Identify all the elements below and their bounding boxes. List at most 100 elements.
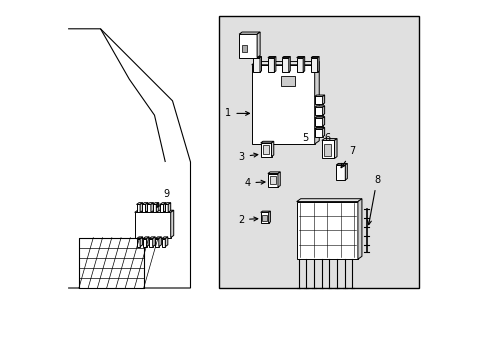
FancyBboxPatch shape xyxy=(136,204,140,212)
Polygon shape xyxy=(296,57,304,58)
Polygon shape xyxy=(156,203,159,212)
Polygon shape xyxy=(277,172,280,187)
FancyBboxPatch shape xyxy=(314,118,322,126)
Polygon shape xyxy=(310,57,319,58)
FancyBboxPatch shape xyxy=(314,129,322,137)
Text: 2: 2 xyxy=(237,215,257,225)
Polygon shape xyxy=(322,117,324,126)
Polygon shape xyxy=(134,210,173,212)
Polygon shape xyxy=(314,127,324,129)
FancyBboxPatch shape xyxy=(142,239,146,247)
Polygon shape xyxy=(271,141,273,157)
FancyBboxPatch shape xyxy=(321,140,334,158)
Polygon shape xyxy=(155,237,161,239)
FancyBboxPatch shape xyxy=(314,96,322,104)
Polygon shape xyxy=(267,57,275,58)
Polygon shape xyxy=(260,141,273,143)
Polygon shape xyxy=(314,106,324,107)
Polygon shape xyxy=(257,32,260,58)
Polygon shape xyxy=(159,237,161,247)
Polygon shape xyxy=(140,203,142,212)
Bar xyxy=(263,145,269,154)
Polygon shape xyxy=(314,95,324,96)
FancyBboxPatch shape xyxy=(164,204,168,212)
Polygon shape xyxy=(160,203,166,204)
FancyBboxPatch shape xyxy=(267,174,277,187)
Polygon shape xyxy=(253,57,261,58)
Bar xyxy=(280,76,294,86)
Bar xyxy=(269,176,275,184)
Polygon shape xyxy=(170,210,173,238)
Polygon shape xyxy=(296,199,361,202)
Polygon shape xyxy=(317,57,319,72)
Polygon shape xyxy=(274,57,275,72)
Polygon shape xyxy=(260,57,261,72)
Polygon shape xyxy=(303,57,304,72)
Polygon shape xyxy=(162,237,167,239)
Polygon shape xyxy=(321,139,336,140)
Text: 5: 5 xyxy=(301,132,307,143)
Polygon shape xyxy=(314,117,324,118)
Text: 8: 8 xyxy=(367,175,379,225)
FancyBboxPatch shape xyxy=(149,239,152,247)
Polygon shape xyxy=(260,211,270,212)
Polygon shape xyxy=(164,203,170,204)
Bar xyxy=(324,144,330,156)
Polygon shape xyxy=(168,203,170,212)
FancyBboxPatch shape xyxy=(267,58,274,72)
FancyBboxPatch shape xyxy=(251,65,314,144)
Text: 3: 3 xyxy=(238,152,257,162)
FancyBboxPatch shape xyxy=(296,58,303,72)
Polygon shape xyxy=(136,237,142,239)
Polygon shape xyxy=(239,32,260,34)
Bar xyxy=(79,238,143,288)
Polygon shape xyxy=(336,163,346,165)
Polygon shape xyxy=(147,203,153,204)
Polygon shape xyxy=(267,172,280,174)
FancyBboxPatch shape xyxy=(147,204,151,212)
Polygon shape xyxy=(136,203,142,204)
Bar xyxy=(262,215,266,221)
Polygon shape xyxy=(322,127,324,137)
FancyBboxPatch shape xyxy=(260,212,268,223)
Polygon shape xyxy=(322,95,324,104)
Polygon shape xyxy=(152,237,155,247)
FancyBboxPatch shape xyxy=(239,34,257,58)
Text: 6: 6 xyxy=(324,132,330,143)
FancyBboxPatch shape xyxy=(134,212,170,238)
Polygon shape xyxy=(152,203,159,204)
Polygon shape xyxy=(322,106,324,115)
Text: 1: 1 xyxy=(225,108,249,118)
FancyBboxPatch shape xyxy=(162,239,165,247)
Text: 4: 4 xyxy=(244,178,264,188)
FancyBboxPatch shape xyxy=(260,143,271,157)
Polygon shape xyxy=(268,211,270,223)
FancyBboxPatch shape xyxy=(155,239,159,247)
Polygon shape xyxy=(140,237,142,247)
FancyBboxPatch shape xyxy=(136,239,140,247)
Polygon shape xyxy=(142,203,148,204)
FancyBboxPatch shape xyxy=(336,165,345,180)
Polygon shape xyxy=(165,237,167,247)
FancyBboxPatch shape xyxy=(152,204,156,212)
FancyBboxPatch shape xyxy=(282,58,288,72)
Polygon shape xyxy=(288,57,290,72)
Polygon shape xyxy=(142,237,149,239)
Polygon shape xyxy=(145,203,148,212)
Text: 7: 7 xyxy=(341,146,355,168)
Polygon shape xyxy=(251,62,319,65)
Polygon shape xyxy=(345,163,346,180)
Text: 9: 9 xyxy=(157,189,169,207)
Polygon shape xyxy=(151,203,153,212)
Polygon shape xyxy=(163,203,166,212)
FancyBboxPatch shape xyxy=(314,107,322,115)
FancyBboxPatch shape xyxy=(160,204,163,212)
FancyBboxPatch shape xyxy=(142,204,145,212)
Polygon shape xyxy=(146,237,149,247)
Polygon shape xyxy=(334,139,336,158)
Bar xyxy=(242,45,247,52)
FancyBboxPatch shape xyxy=(219,16,418,288)
FancyBboxPatch shape xyxy=(296,202,357,259)
FancyBboxPatch shape xyxy=(310,58,317,72)
Polygon shape xyxy=(149,237,155,239)
